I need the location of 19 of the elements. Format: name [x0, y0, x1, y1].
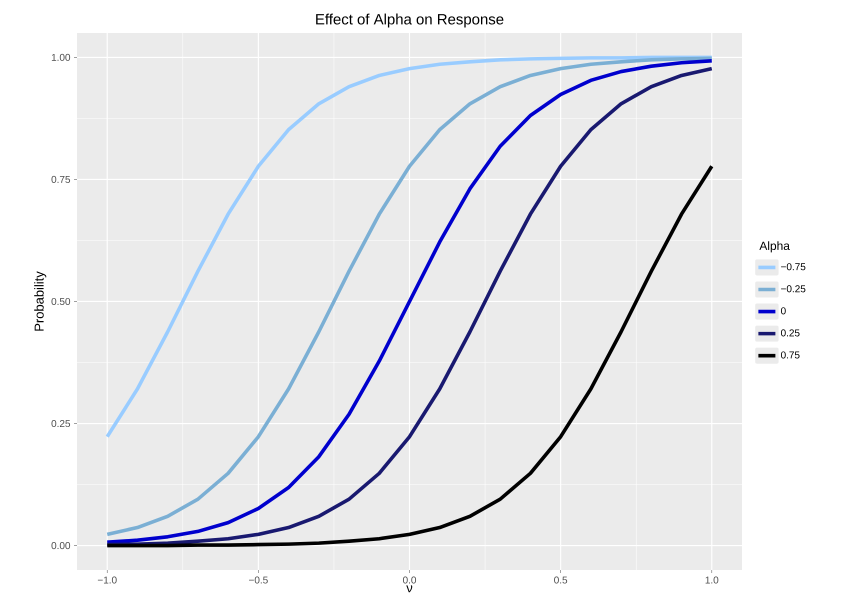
x-tick-label: 0.5	[554, 576, 568, 584]
legend-label: 0	[780, 307, 786, 314]
chart-title: Effect of Alpha on Response	[316, 14, 504, 28]
x-axis-title: ν	[406, 585, 412, 592]
legend-label: −0.25	[781, 285, 806, 292]
legend-label: 0.25	[780, 329, 800, 336]
legend-title: Alpha	[759, 241, 790, 252]
legend-label: 0.75	[780, 351, 800, 358]
y-tick-label: 0.25	[52, 420, 70, 428]
x-tick-label: −0.5	[249, 576, 268, 584]
x-tick-label: 0.0	[402, 576, 416, 584]
legend-label: −0.75	[781, 263, 806, 270]
y-tick-label: 1.00	[52, 54, 70, 61]
x-tick-label: −1.0	[98, 576, 117, 584]
y-axis-title: Probability	[34, 271, 46, 331]
y-tick-label: 0.75	[52, 176, 70, 183]
x-tick-label: 1.0	[706, 576, 718, 584]
y-tick-label: 0.00	[52, 542, 70, 550]
y-tick-label: 0.50	[52, 298, 70, 306]
